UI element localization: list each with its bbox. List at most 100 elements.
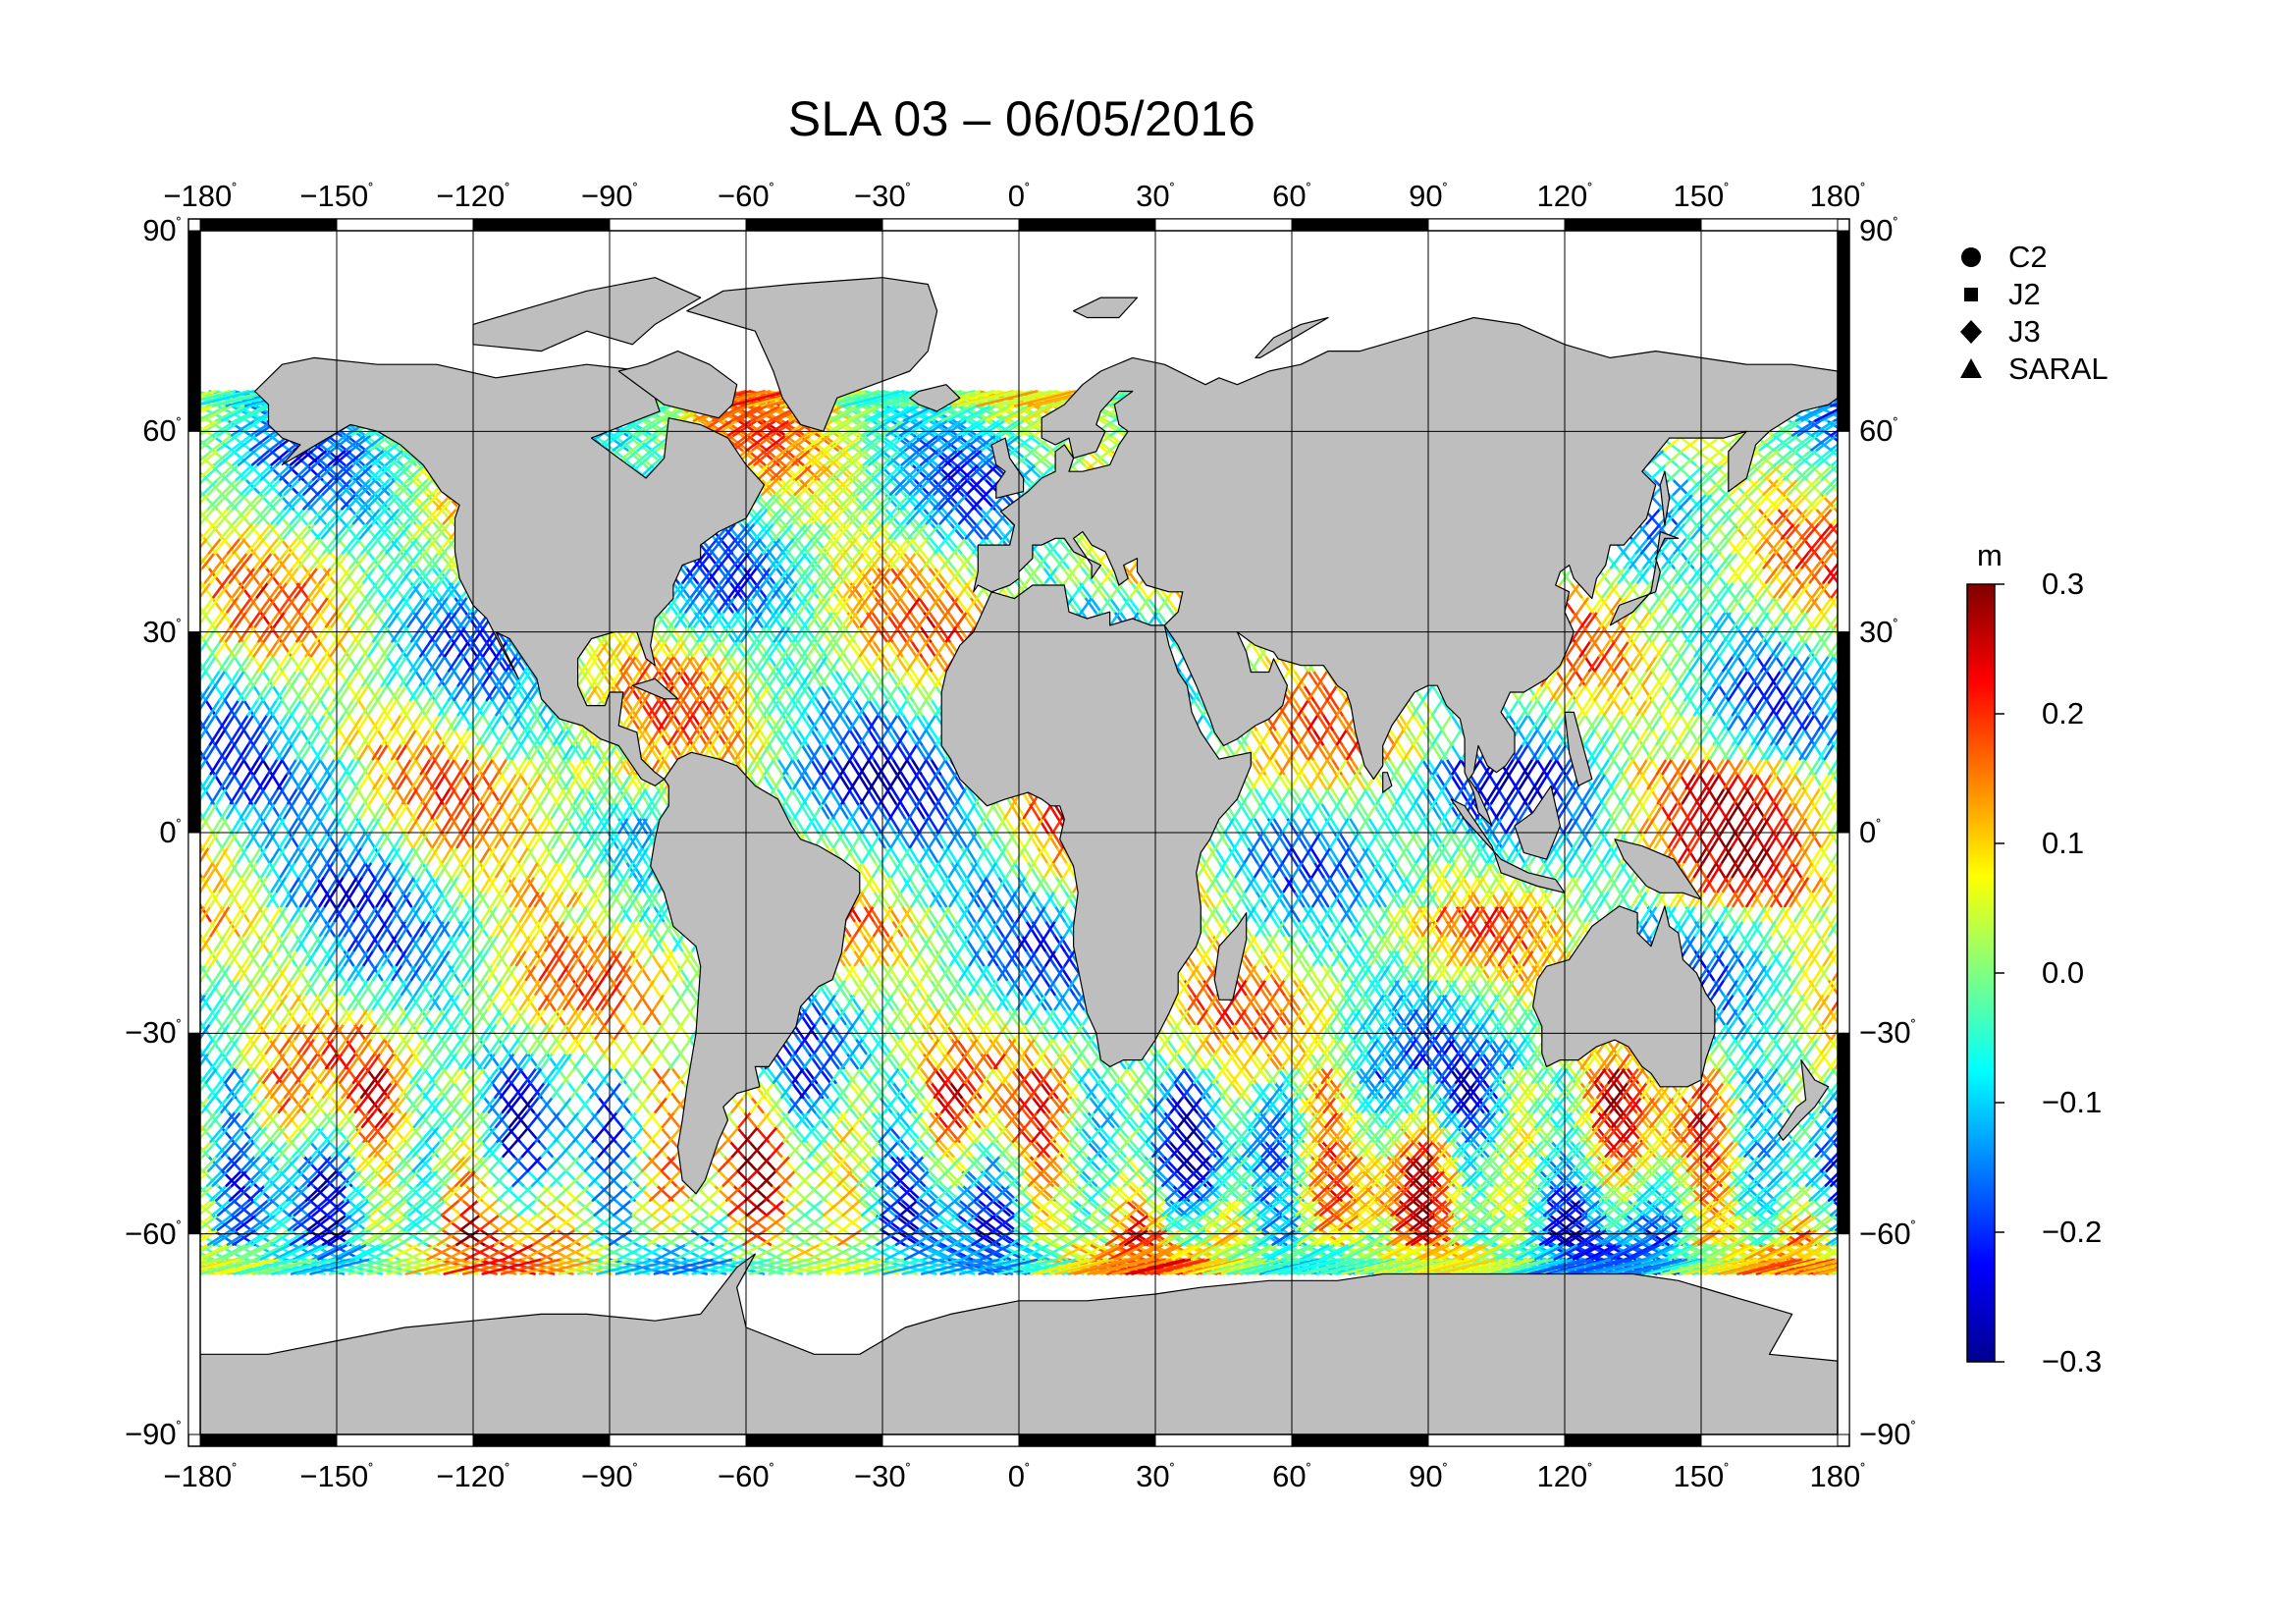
track-segment bbox=[924, 669, 937, 687]
track-segment bbox=[892, 595, 906, 614]
track-segment bbox=[261, 728, 274, 746]
track-segment bbox=[1067, 1199, 1088, 1217]
track-segment bbox=[723, 654, 736, 673]
track-segment bbox=[894, 1199, 916, 1217]
track-segment bbox=[1031, 1096, 1045, 1113]
track-segment bbox=[666, 654, 679, 673]
track-segment bbox=[485, 669, 498, 687]
track-segment bbox=[839, 1096, 855, 1113]
track-segment bbox=[532, 742, 545, 761]
track-segment bbox=[1146, 1096, 1160, 1113]
track-segment bbox=[1073, 1125, 1090, 1143]
track-segment bbox=[1593, 728, 1606, 746]
track-segment bbox=[723, 713, 736, 731]
track-segment bbox=[790, 757, 803, 776]
track-segment bbox=[915, 683, 928, 702]
track-segment bbox=[1047, 1199, 1068, 1217]
track-segment bbox=[810, 698, 823, 717]
track-segment bbox=[652, 1140, 668, 1158]
track-segment bbox=[1054, 1125, 1070, 1143]
track-segment bbox=[1170, 1052, 1184, 1070]
track-segment bbox=[857, 683, 871, 702]
track-segment bbox=[968, 1037, 983, 1055]
track-segment bbox=[933, 1199, 954, 1217]
track-segment bbox=[877, 683, 889, 702]
track-segment bbox=[942, 757, 955, 776]
track-segment bbox=[1564, 654, 1577, 673]
track-segment bbox=[1027, 831, 1040, 849]
track-segment bbox=[609, 654, 622, 673]
track-segment bbox=[885, 728, 899, 746]
track-segment bbox=[1018, 816, 1030, 835]
track-segment bbox=[911, 1037, 925, 1055]
track-segment bbox=[973, 1243, 1006, 1261]
track-segment bbox=[733, 728, 746, 746]
track-segment bbox=[1011, 1243, 1044, 1261]
track-segment bbox=[979, 1052, 993, 1070]
track-segment bbox=[1031, 1243, 1063, 1261]
track-segment bbox=[925, 698, 937, 717]
track-segment bbox=[667, 713, 679, 731]
track-segment bbox=[1650, 728, 1663, 746]
track-segment bbox=[1755, 654, 1768, 673]
track-segment bbox=[1169, 1125, 1185, 1143]
track-segment bbox=[723, 742, 736, 761]
track-segment bbox=[1007, 860, 1019, 879]
track-segment bbox=[903, 610, 917, 628]
track-segment bbox=[1449, 742, 1462, 761]
track-segment bbox=[1793, 654, 1806, 673]
track-segment bbox=[580, 669, 594, 687]
track-segment bbox=[825, 1125, 841, 1143]
track-segment bbox=[905, 728, 918, 746]
track-segment bbox=[614, 1140, 630, 1158]
track-segment bbox=[714, 728, 727, 746]
track-segment bbox=[988, 1037, 1001, 1055]
track-segment bbox=[701, 595, 716, 614]
track-segment bbox=[676, 698, 689, 717]
track-segment bbox=[997, 1125, 1013, 1143]
track-segment bbox=[1131, 1125, 1147, 1143]
track-segment bbox=[854, 1037, 868, 1055]
track-segment bbox=[1037, 816, 1049, 835]
track-segment bbox=[806, 1125, 822, 1143]
track-segment bbox=[1803, 728, 1816, 746]
track-segment bbox=[916, 551, 931, 569]
track-segment bbox=[1143, 1199, 1164, 1217]
track-segment bbox=[1227, 1052, 1241, 1070]
track-segment bbox=[570, 742, 583, 761]
track-segment bbox=[864, 1052, 879, 1070]
track-segment bbox=[704, 654, 718, 673]
track-segment bbox=[733, 698, 746, 717]
track-segment bbox=[883, 610, 897, 628]
track-segment bbox=[1016, 1125, 1032, 1143]
track-segment bbox=[886, 698, 899, 717]
track-segment bbox=[837, 654, 851, 673]
track-segment bbox=[788, 816, 801, 835]
track-segment bbox=[1745, 728, 1758, 746]
track-segment bbox=[940, 610, 955, 628]
track-segment bbox=[1107, 1096, 1122, 1113]
track-segment bbox=[921, 845, 934, 864]
track-segment bbox=[638, 698, 651, 717]
track-segment bbox=[618, 757, 631, 776]
track-segment bbox=[848, 698, 861, 717]
track-segment bbox=[1124, 1199, 1145, 1217]
track-segment bbox=[1094, 1052, 1107, 1070]
track-segment bbox=[855, 831, 868, 849]
track-segment bbox=[905, 698, 918, 717]
track-segment bbox=[928, 566, 942, 584]
track-segment bbox=[318, 728, 331, 746]
track-segment bbox=[872, 521, 888, 540]
track-segment bbox=[542, 728, 555, 746]
track-segment bbox=[853, 521, 869, 540]
track-segment bbox=[800, 713, 813, 731]
track-segment bbox=[1083, 1037, 1096, 1055]
track-segment bbox=[902, 1052, 917, 1070]
track-segment bbox=[624, 860, 637, 879]
track-segment bbox=[1688, 728, 1701, 746]
track-segment bbox=[715, 698, 727, 717]
track-segment bbox=[883, 1052, 897, 1070]
track-segment bbox=[1036, 1125, 1051, 1143]
track-segment bbox=[867, 728, 880, 746]
track-segment bbox=[595, 1140, 612, 1158]
